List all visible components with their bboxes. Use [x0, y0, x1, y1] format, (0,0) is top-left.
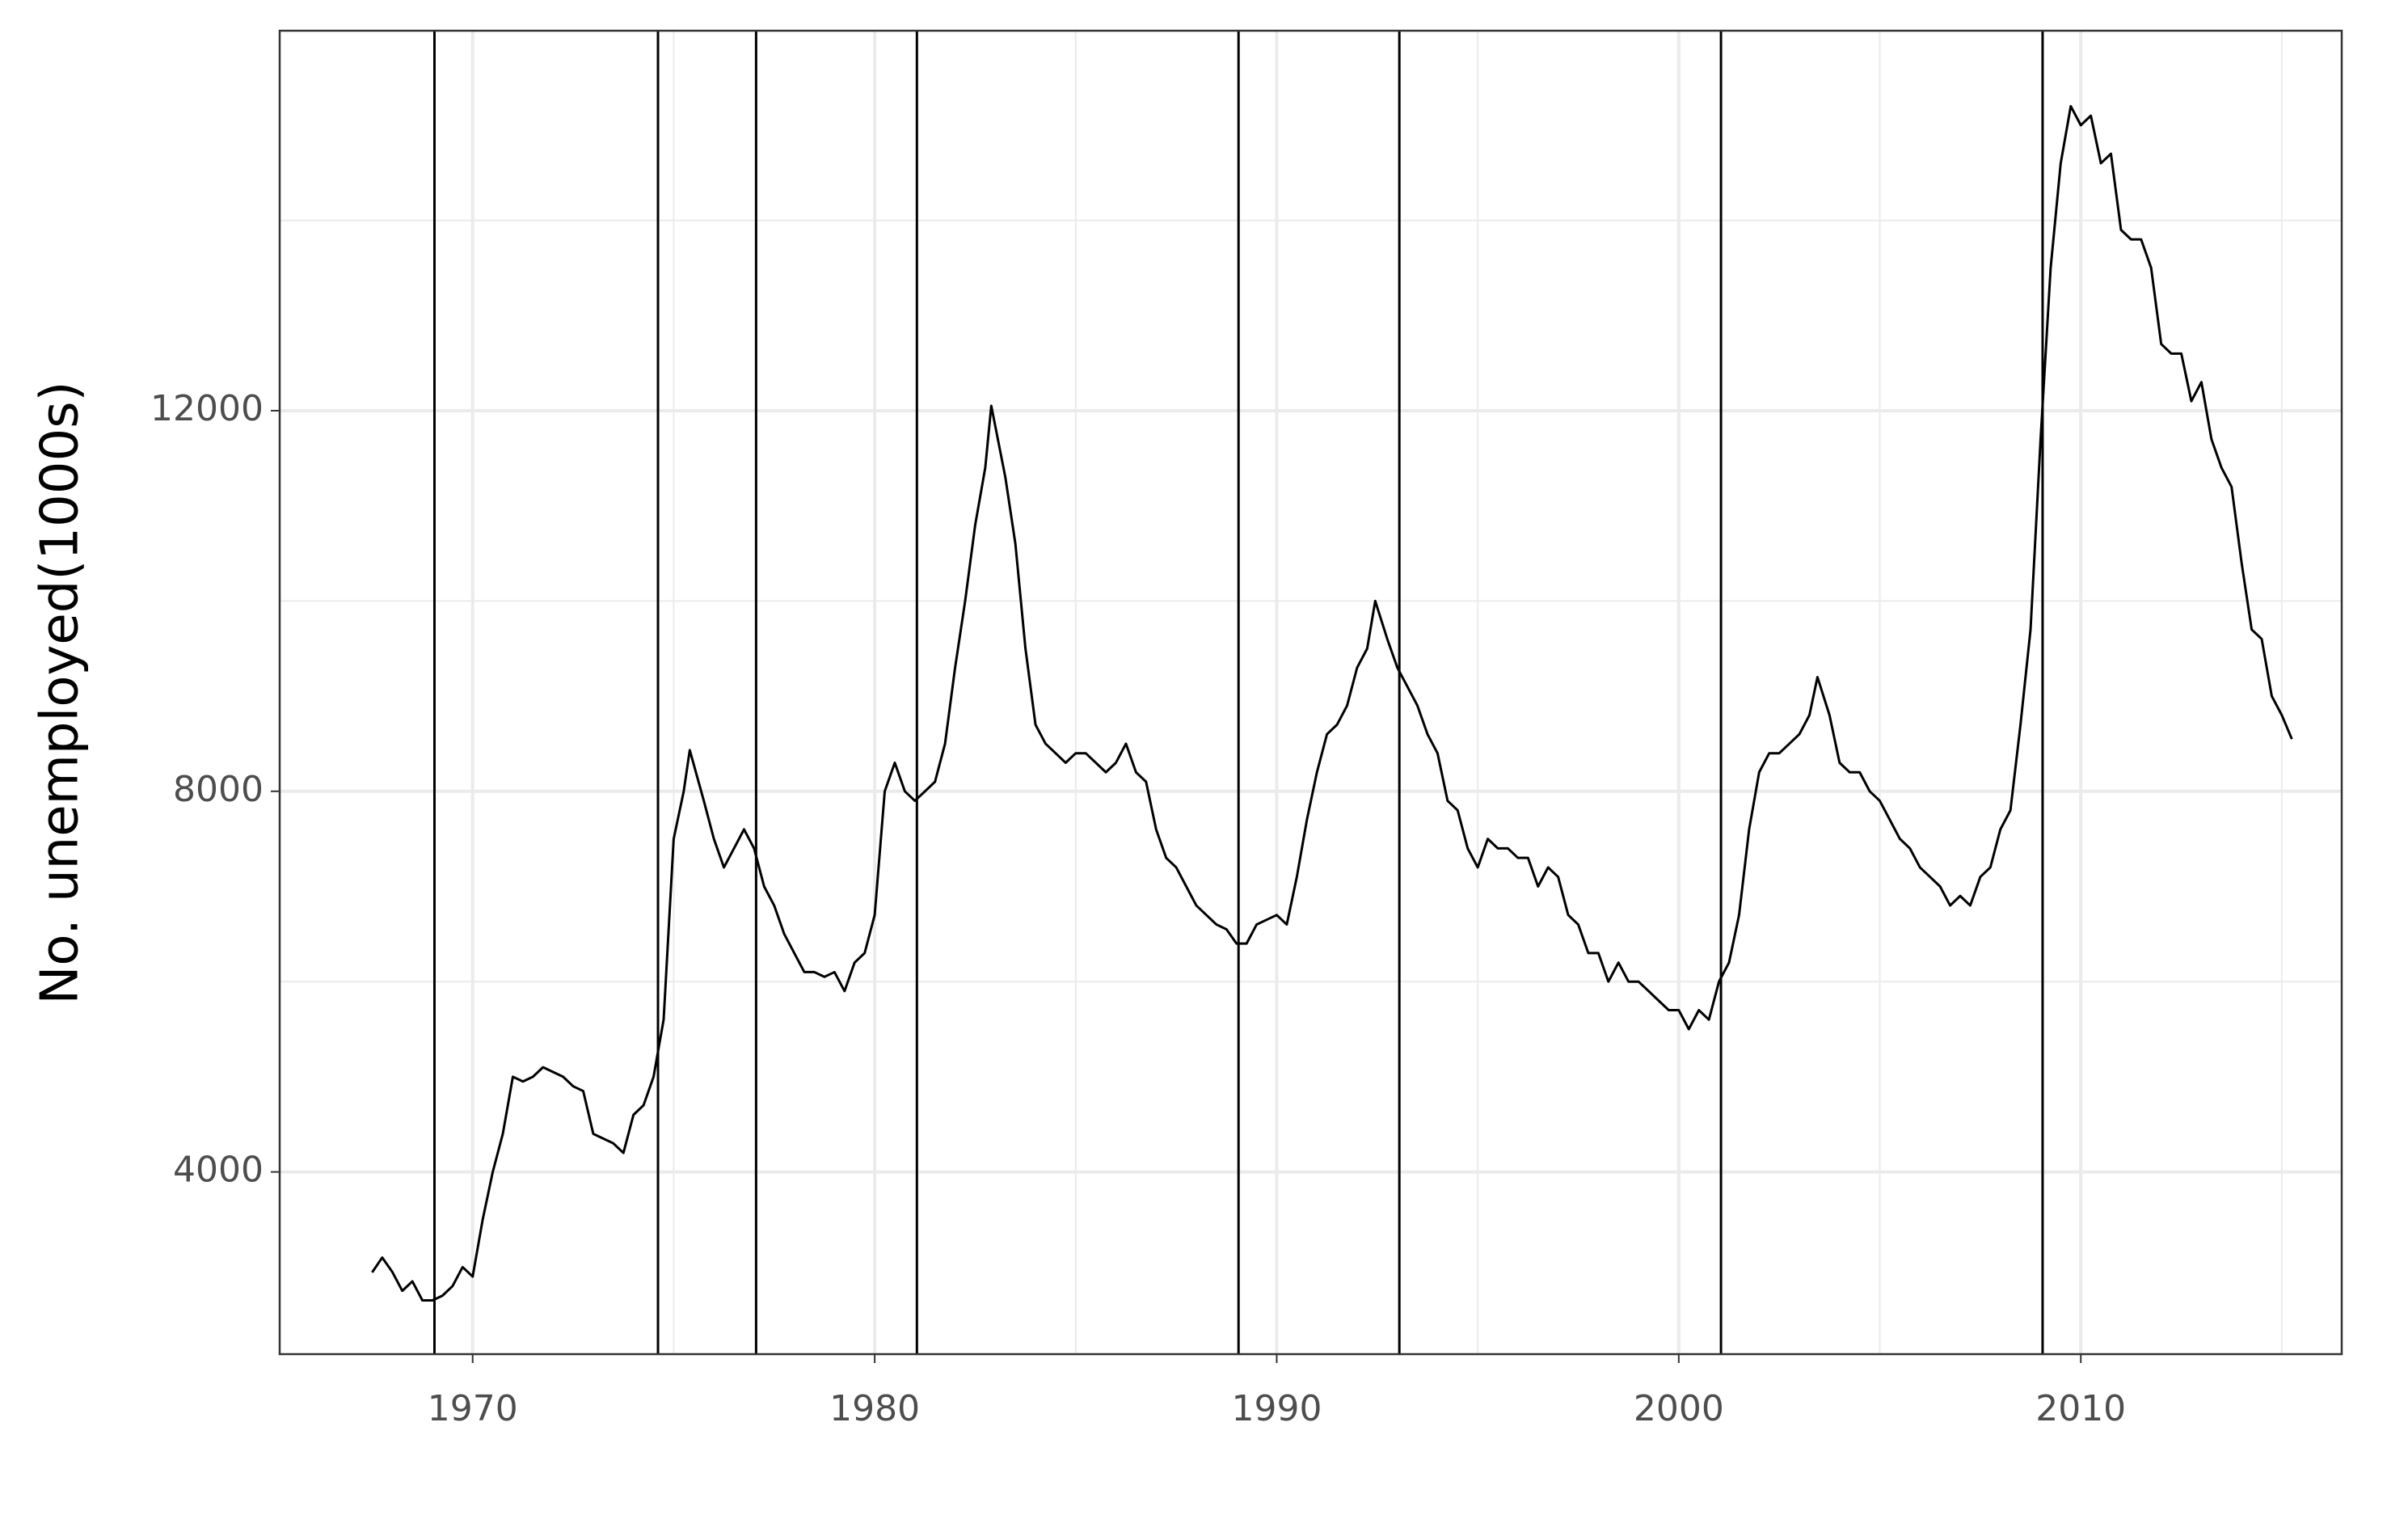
- x-tick-label: 1970: [428, 1388, 518, 1429]
- panel-background: [280, 31, 2342, 1354]
- y-tick-label: 8000: [173, 769, 264, 810]
- y-tick-label: 4000: [173, 1150, 264, 1191]
- x-tick-label: 2010: [2035, 1388, 2126, 1429]
- x-tick-label: 1990: [1231, 1388, 1322, 1429]
- panel-border: [278, 29, 2343, 1356]
- x-tick-label: 1980: [829, 1388, 920, 1429]
- data-line: [371, 104, 2293, 1302]
- y-tick-label: 12000: [150, 388, 264, 429]
- y-axis-title: No. unemployed(1000s): [31, 381, 91, 1004]
- x-tick-label: 2000: [1634, 1388, 1724, 1429]
